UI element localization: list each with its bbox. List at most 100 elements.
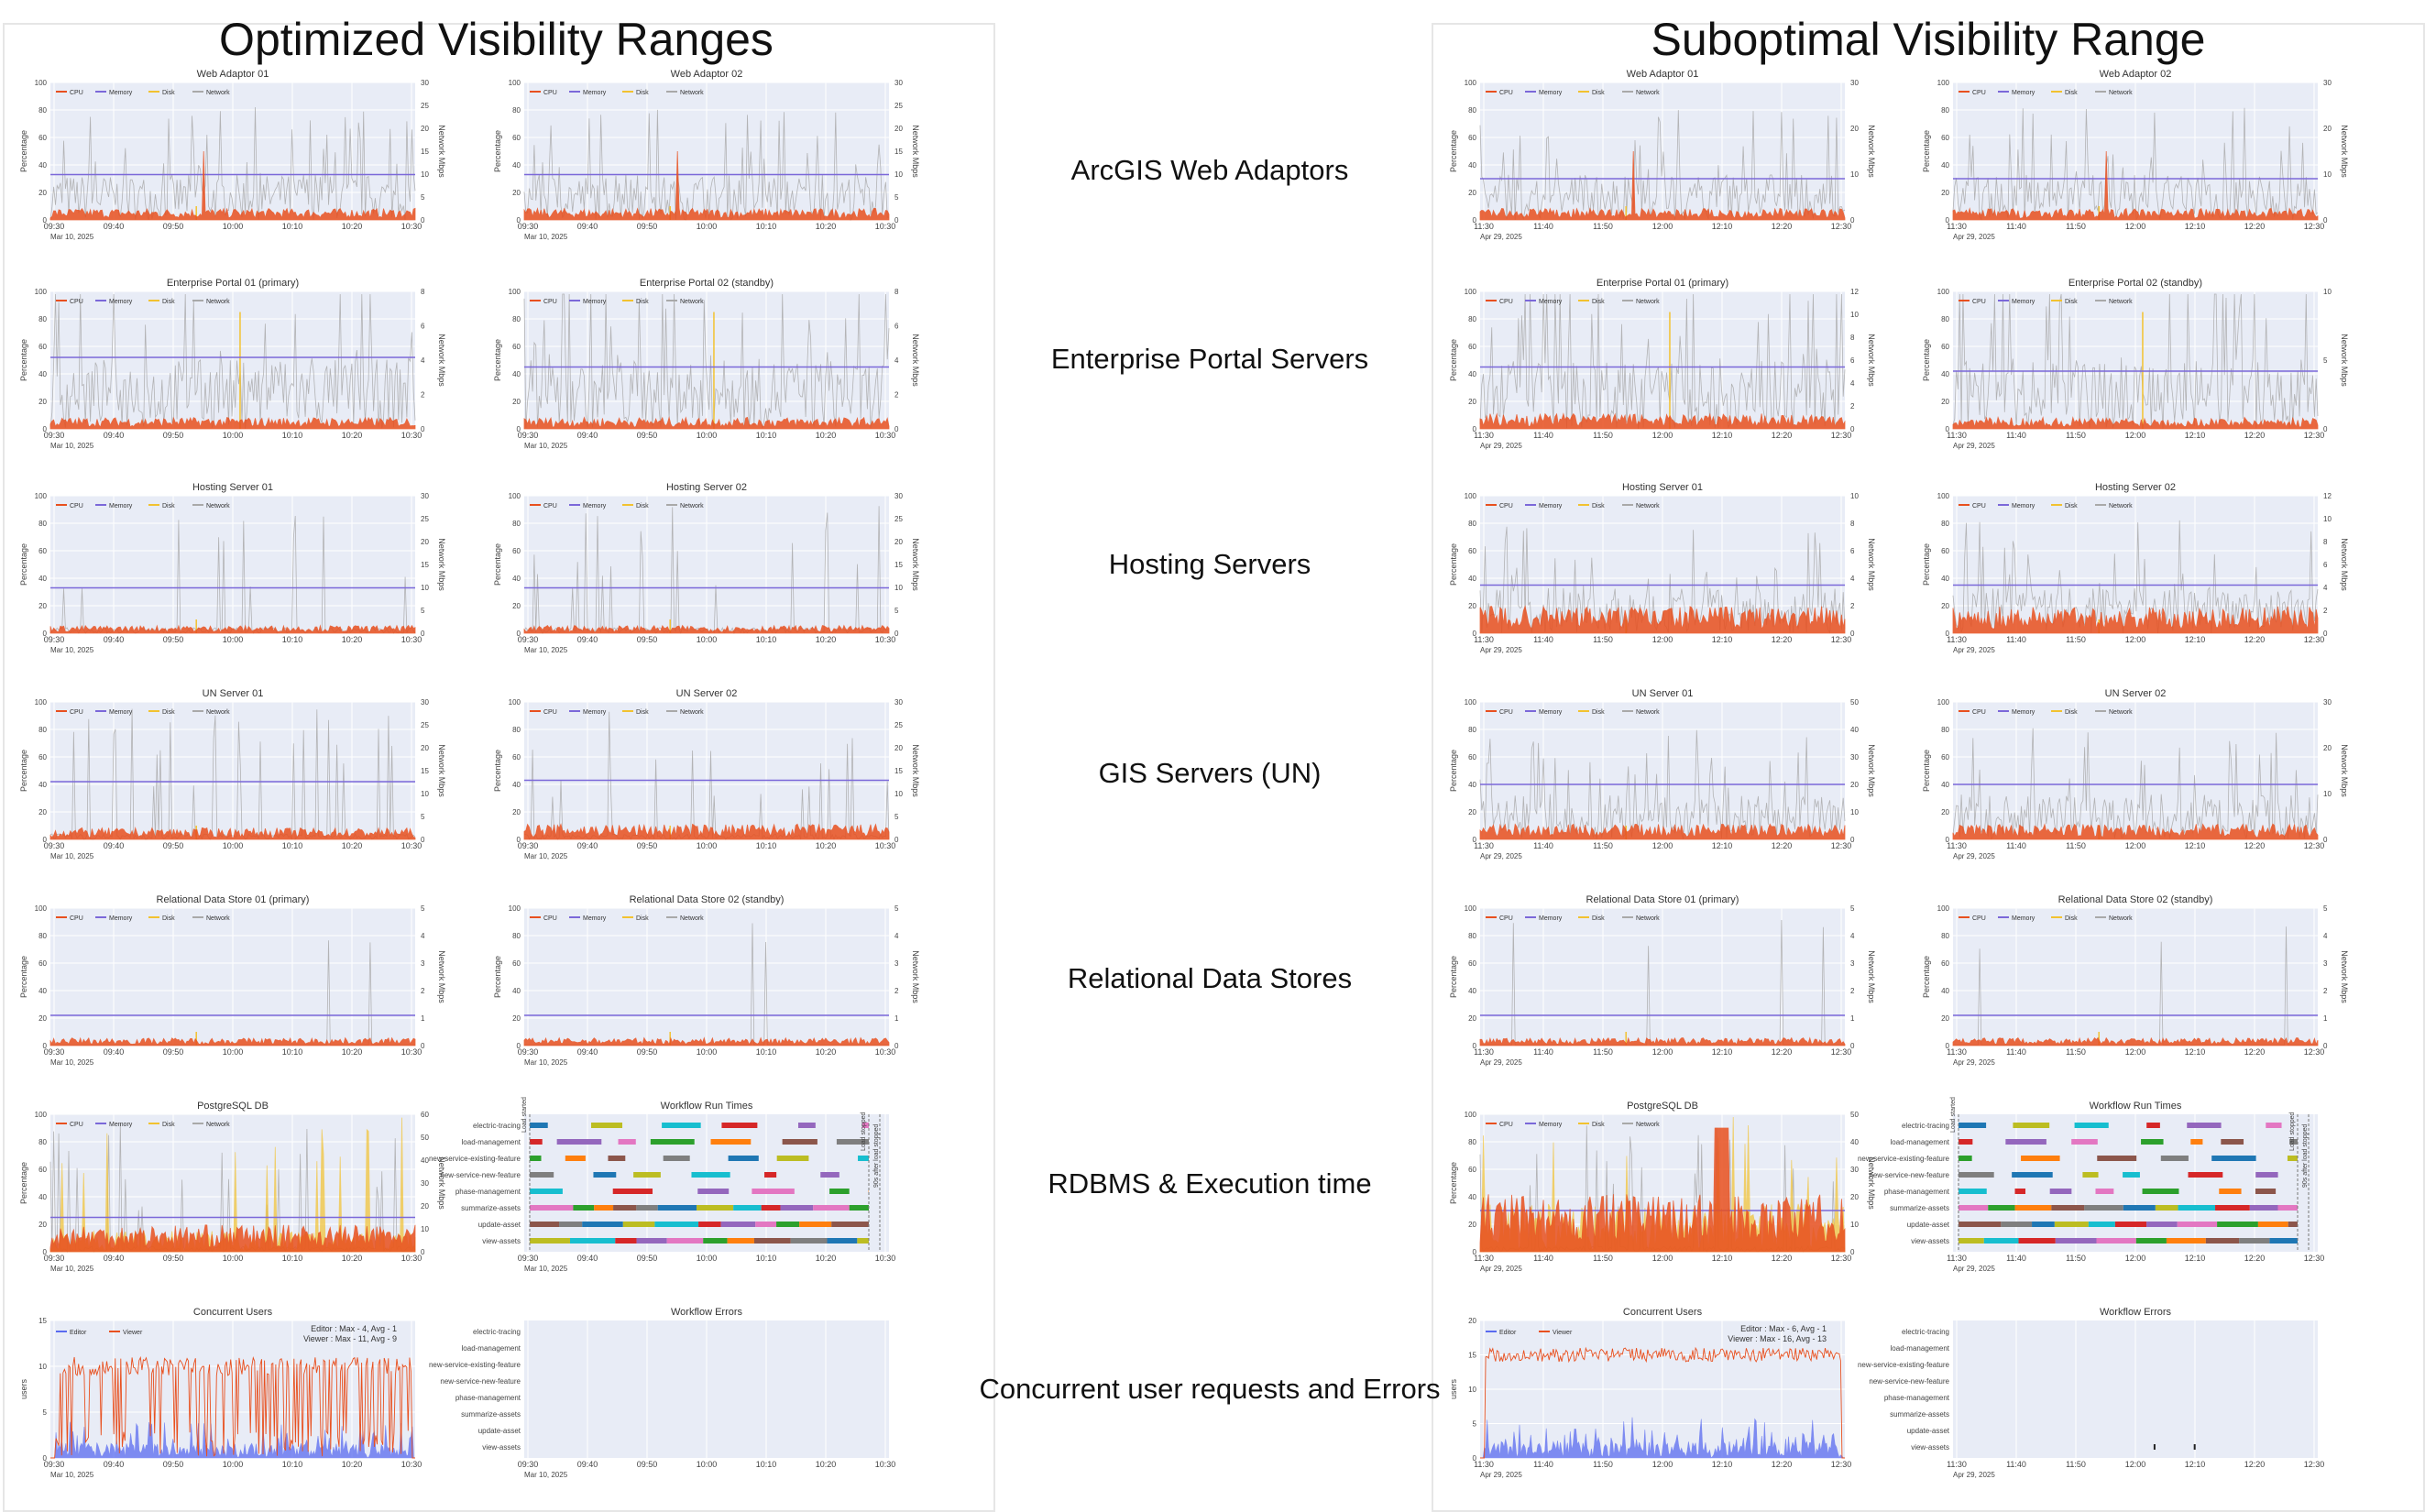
x-tick-label: 10:10 — [282, 1460, 303, 1469]
y2-tick-label: 25 — [894, 102, 903, 110]
chart-title: Workflow Errors — [2100, 1307, 2172, 1318]
x-tick-label: 11:50 — [2066, 1460, 2086, 1469]
y-tick-label: 100 — [35, 492, 48, 500]
y-tick-label: 60 — [512, 134, 521, 142]
x-tick-label: 11:50 — [2066, 1047, 2086, 1057]
workflow-run-bar — [2142, 1189, 2179, 1194]
x-tick-label: 11:40 — [1533, 431, 1553, 440]
x-tick-label: 10:10 — [756, 1460, 777, 1469]
x-tick-label: 12:00 — [2125, 431, 2146, 440]
legend-label: Viewer — [1553, 1330, 1573, 1336]
x-tick-label: 12:30 — [1831, 222, 1852, 231]
x-tick-label: 09:40 — [104, 431, 125, 440]
y-axis-label: Percentage — [19, 130, 28, 172]
y2-axis-label: Network Mbps — [1867, 125, 1876, 178]
legend-label: Network — [206, 915, 230, 922]
x-date-label: Mar 10, 2025 — [50, 646, 94, 654]
legend-label: Disk — [2065, 915, 2078, 922]
chart-title: PostgreSQL DB — [197, 1101, 269, 1112]
y-tick-label: 0 — [1946, 630, 1950, 638]
x-date-label: Apr 29, 2025 — [1953, 646, 1995, 654]
y-tick-label: 100 — [509, 698, 521, 707]
legend-label: Disk — [162, 1122, 175, 1128]
workflow-run-bar — [2012, 1172, 2053, 1178]
y-tick-label: 20 — [38, 602, 47, 610]
y-tick-label: 0 — [43, 630, 48, 638]
y-tick-label: 5 — [1473, 1420, 1477, 1429]
y-tick-label: 20 — [512, 189, 521, 197]
workflow-label: summarize-assets — [461, 1204, 521, 1212]
y2-tick-label: 25 — [421, 102, 429, 110]
x-tick-label: 12:30 — [2304, 635, 2325, 644]
cpu-series — [523, 415, 890, 430]
chart-title: Hosting Server 01 — [1622, 482, 1703, 493]
workflow-run-bar — [2288, 1222, 2298, 1227]
workflow-run-bar — [2155, 1205, 2178, 1211]
x-tick-label: 11:40 — [2006, 222, 2026, 231]
y-tick-label: 20 — [38, 808, 47, 816]
y-tick-label: 20 — [38, 1221, 47, 1229]
y-tick-label: 20 — [1468, 602, 1476, 610]
legend-label: CPU — [70, 90, 83, 96]
chart-title: Relational Data Store 02 (standby) — [630, 894, 785, 905]
x-date-label: Mar 10, 2025 — [524, 233, 568, 241]
x-tick-label: 12:30 — [1831, 431, 1852, 440]
x-tick-label: 11:50 — [2066, 841, 2086, 850]
x-tick-label: 09:40 — [577, 841, 598, 850]
legend-label: Network — [680, 915, 704, 922]
y-tick-label: 60 — [512, 753, 521, 761]
y-tick-label: 0 — [43, 1454, 48, 1463]
x-date-label: Apr 29, 2025 — [1953, 1058, 1995, 1067]
workflow-run-bar — [1959, 1222, 2002, 1227]
x-tick-label: 10:10 — [756, 841, 777, 850]
workflow-run-bar — [2021, 1156, 2060, 1161]
y-tick-label: 80 — [1941, 932, 1949, 940]
x-date-label: Mar 10, 2025 — [50, 1058, 94, 1067]
legend-label: Memory — [1539, 503, 1563, 509]
cpu-series — [1479, 412, 1846, 430]
y2-axis-label: Network Mbps — [911, 334, 920, 387]
y-axis-label: Percentage — [493, 339, 502, 381]
x-tick-label: 12:20 — [2244, 431, 2266, 440]
workflow-run-bar — [2018, 1238, 2056, 1244]
workflow-run-bar — [559, 1222, 583, 1227]
y-tick-label: 0 — [517, 1042, 521, 1050]
y2-tick-label: 0 — [1850, 1248, 1855, 1256]
workflow-run-bar — [861, 1123, 869, 1128]
y2-axis-label: Network Mbps — [437, 538, 446, 591]
y-tick-label: 20 — [1941, 398, 1949, 406]
chart-title: Enterprise Portal 02 (standby) — [2068, 278, 2202, 289]
y-tick-label: 80 — [1941, 520, 1949, 528]
y-tick-label: 80 — [512, 932, 521, 940]
y-tick-label: 15 — [38, 1317, 47, 1325]
legend-label: Network — [206, 709, 230, 716]
editor-annotation: Editor : Max - 6, Avg - 1 — [1740, 1324, 1827, 1333]
y-tick-label: 40 — [1941, 161, 1949, 170]
y-axis-label: Percentage — [493, 956, 502, 998]
legend-label: Disk — [636, 503, 649, 509]
y2-tick-label: 5 — [1850, 904, 1855, 913]
chart-L-r0-c0: Web Adaptor 01 09:30 09:40 09:50 10:00 10:10 1… — [19, 69, 446, 241]
y-tick-label: 80 — [38, 726, 47, 734]
y-tick-label: 100 — [509, 79, 521, 87]
legend-label: Memory — [1539, 1122, 1563, 1128]
workflow-run-bar — [593, 1172, 617, 1178]
y2-tick-label: 4 — [421, 932, 425, 940]
y2-axis-label: Network Mbps — [2340, 334, 2349, 387]
x-tick-label: 11:30 — [1947, 1254, 1967, 1263]
legend-label: CPU — [1499, 709, 1513, 716]
y2-tick-label: 10 — [2323, 790, 2332, 798]
y2-tick-label: 0 — [421, 1042, 425, 1050]
workflow-run-bar — [691, 1172, 730, 1178]
chart-title: Enterprise Portal 01 (primary) — [167, 278, 299, 289]
y-axis-label: Percentage — [1449, 956, 1458, 998]
chart-R-r0-c0: Web Adaptor 01 11:30 11:40 11:50 12:00 12:10 1… — [1449, 69, 1876, 241]
y-tick-label: 80 — [1941, 315, 1949, 323]
y2-tick-label: 3 — [1850, 959, 1855, 968]
network-series — [1479, 293, 1846, 429]
workflow-run-bar — [2266, 1123, 2282, 1128]
chart-R-r3-c0: UN Server 01 11:30 11:40 11:50 12:00 12:10 12:… — [1449, 688, 1876, 860]
network-series — [1479, 729, 1846, 839]
workflow-run-bar — [612, 1189, 653, 1194]
chart-title: Hosting Server 02 — [2095, 482, 2176, 493]
